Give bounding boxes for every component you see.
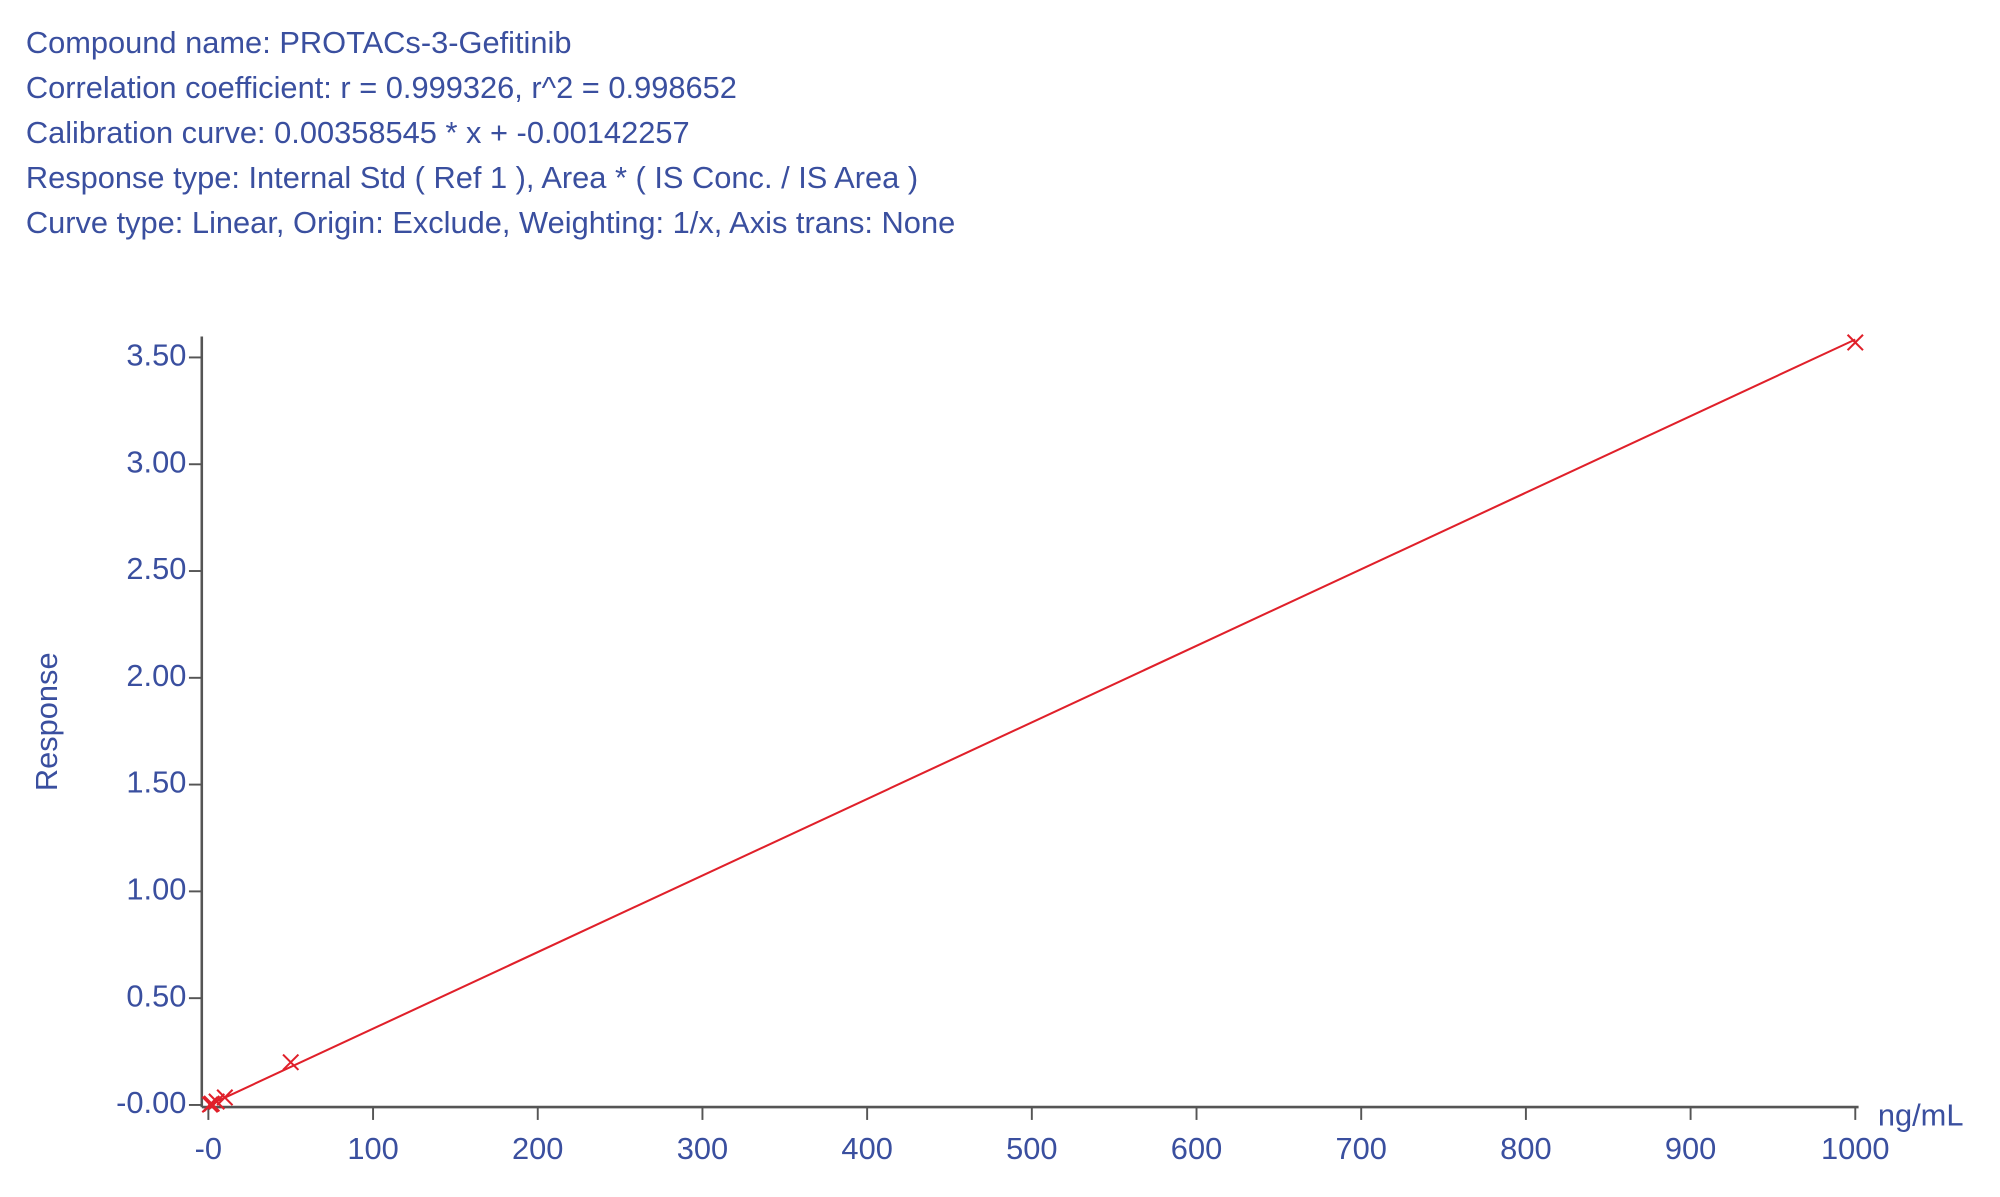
- x-tick-label: 800: [1500, 1131, 1551, 1166]
- annotation: Curve type: Linear, Origin: Exclude, Wei…: [26, 205, 955, 240]
- x-tick-label: 600: [1171, 1131, 1222, 1166]
- data-point: [208, 1093, 226, 1110]
- annotation: Response type: Internal Std ( Ref 1 ), A…: [26, 160, 918, 195]
- data-point: [203, 1095, 221, 1113]
- y-tick-label: 2.00: [126, 658, 186, 693]
- y-tick-label: 1.00: [126, 872, 186, 907]
- x-tick-label: 400: [841, 1131, 892, 1166]
- x-tick-label: 100: [347, 1131, 398, 1166]
- data-point: [216, 1089, 234, 1106]
- y-tick-label: 3.00: [126, 444, 186, 479]
- annotation: Compound name: PROTACs-3-Gefitinib: [26, 25, 572, 60]
- data-point: [1846, 334, 1864, 351]
- x-axis-label: ng/mL: [1878, 1098, 1964, 1133]
- y-tick-label: 2.50: [126, 551, 186, 586]
- x-tick-label: 1000: [1821, 1131, 1890, 1166]
- y-axis-label: Response: [29, 652, 64, 791]
- y-tick-label: 3.50: [126, 338, 186, 373]
- x-tick-label: 300: [677, 1131, 728, 1166]
- annotation: Correlation coefficient: r = 0.999326, r…: [26, 70, 737, 105]
- x-tick-label: 700: [1335, 1131, 1386, 1166]
- x-tick-label: 500: [1006, 1131, 1057, 1166]
- x-tick-label: 900: [1665, 1131, 1716, 1166]
- y-tick-label: 0.50: [126, 978, 186, 1013]
- annotation: Calibration curve: 0.00358545 * x + -0.0…: [26, 115, 690, 150]
- y-tick-label: -0.00: [116, 1085, 186, 1120]
- x-tick-label: -0: [195, 1131, 222, 1166]
- fit-line: [207, 338, 1856, 1107]
- x-tick-label: 200: [512, 1131, 563, 1166]
- y-tick-label: 1.50: [126, 765, 186, 800]
- data-point: [282, 1053, 300, 1071]
